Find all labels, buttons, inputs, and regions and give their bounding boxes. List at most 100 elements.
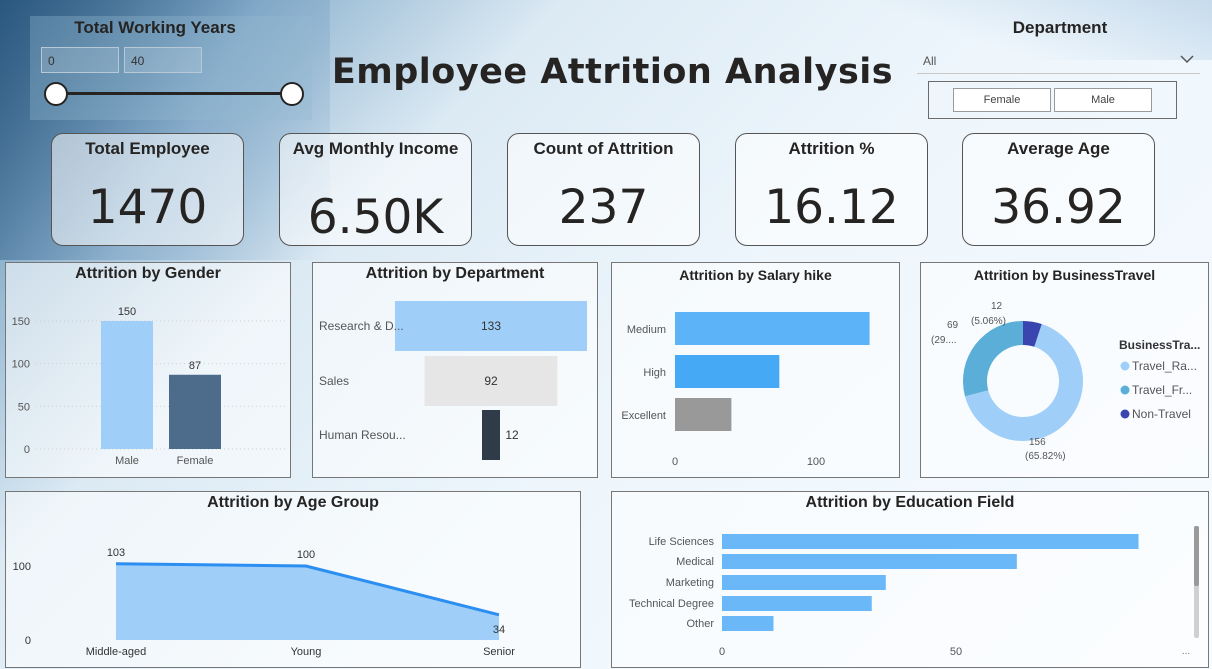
working-years-slicer[interactable]: Total Working Years 0 40	[30, 16, 312, 120]
chart-attrition-by-salary-hike[interactable]: Attrition by Salary hike Medium High Excel…	[611, 262, 900, 478]
bar	[101, 321, 153, 449]
kpi-card-average-age: Average Age 36.92	[962, 133, 1155, 246]
area-fill	[116, 563, 499, 640]
category-label: Technical Degree	[629, 598, 714, 610]
slider-max-handle[interactable]	[280, 82, 304, 106]
slicer-max-input[interactable]: 40	[124, 47, 202, 73]
x-tick-label: 50	[950, 646, 962, 658]
chart-title: Attrition by Education Field	[805, 494, 1015, 511]
x-tick-label: Male	[115, 455, 139, 467]
area-line	[115, 562, 500, 617]
bar	[722, 554, 1017, 569]
travel-chart-svg: 156 (65.82%) 69 (29.... 12 (5.06%) BusinessTra…	[931, 301, 1200, 462]
donut-slice	[964, 324, 1083, 441]
background-shape	[880, 0, 1212, 60]
data-label: 133	[481, 319, 501, 333]
chart-title: Attrition by Gender	[75, 265, 221, 282]
y-tick-label: 50	[18, 401, 30, 413]
category-label: Medium	[627, 324, 666, 336]
chart-title: Attrition by Department	[365, 265, 545, 282]
category-label: Life Sciences	[649, 536, 715, 548]
slider-track[interactable]	[56, 92, 292, 95]
kpi-label: Average Age	[1007, 139, 1110, 158]
kpi-label: Attrition %	[788, 139, 875, 158]
bar	[675, 312, 870, 345]
category-label: Marketing	[666, 577, 714, 589]
category-label: Other	[686, 618, 714, 630]
gender-button-female[interactable]: Female	[953, 88, 1051, 112]
kpi-label: Total Employee	[85, 139, 210, 158]
legend-title: BusinessTra...	[1119, 338, 1200, 352]
funnel-bar	[395, 301, 587, 351]
bar	[722, 596, 872, 611]
bar	[169, 374, 221, 449]
data-label: 34	[493, 624, 505, 636]
kpi-label: Count of Attrition	[533, 139, 674, 158]
chart-attrition-by-age-group[interactable]: Attrition by Age Group 0 100 103 Middle-age…	[5, 491, 581, 668]
legend-marker	[1120, 409, 1130, 419]
bar	[675, 355, 780, 388]
gender-chart-svg: 0 50 100 150 150 Male 87 Female	[12, 306, 286, 467]
kpi-label: Avg Monthly Income	[292, 139, 459, 158]
age-chart-svg: 0 100 103 Middle-aged 100 Young 34 Senior	[13, 547, 516, 658]
x-tick-label: 0	[719, 646, 725, 658]
slice-pct: (5.06%)	[971, 316, 1006, 327]
slice-pct: (29....	[931, 335, 957, 346]
kpi-card-count-of-attrition: Count of Attrition 237	[507, 133, 700, 246]
category-label: Excellent	[621, 410, 666, 422]
x-tick-label: Middle-aged	[86, 646, 147, 658]
gender-button-male[interactable]: Male	[1054, 88, 1152, 112]
category-label: Human Resou...	[319, 428, 406, 442]
data-label: 87	[189, 360, 201, 372]
data-label: 150	[118, 306, 136, 318]
slice-label: 12	[991, 301, 1003, 312]
chart-title: Attrition by Salary hike	[679, 267, 832, 283]
funnel-bar	[424, 356, 558, 406]
legend-label: Travel_Fr...	[1132, 383, 1192, 397]
x-tick-label: Senior	[483, 646, 515, 658]
scrollbar-thumb	[1194, 526, 1199, 586]
salary-chart-svg: Medium High Excellent 0 100	[621, 312, 870, 468]
y-tick-label: 100	[12, 359, 30, 371]
donut-slice	[963, 321, 1023, 397]
x-tick-label: Female	[177, 455, 214, 467]
y-tick-label: 0	[25, 635, 31, 647]
kpi-value: 1470	[87, 180, 208, 235]
bar	[675, 398, 732, 431]
kpi-value: 16.12	[764, 180, 899, 235]
chart-attrition-by-education-field[interactable]: Attrition by Education Field Life Scienc…	[611, 491, 1209, 668]
chart-attrition-by-business-travel[interactable]: Attrition by BusinessTravel 156 (65.82%) 6…	[920, 262, 1209, 478]
legend-marker	[1120, 361, 1130, 371]
legend-label: Non-Travel	[1132, 407, 1191, 421]
chart-attrition-by-gender[interactable]: Attrition by Gender 0 50 100 150 150 Male 87 Fe…	[5, 262, 291, 478]
bar	[722, 616, 774, 631]
slice-label: 156	[1029, 437, 1046, 448]
y-tick-label: 0	[24, 444, 30, 456]
kpi-card-attrition-percent: Attrition % 16.12	[735, 133, 928, 246]
kpi-value: 6.50K	[307, 190, 444, 245]
data-label: 103	[107, 547, 125, 559]
legend-marker	[1120, 385, 1130, 395]
chart-title: Attrition by Age Group	[207, 494, 379, 511]
y-tick-label: 150	[12, 316, 30, 328]
kpi-value: 237	[558, 180, 649, 235]
chart-attrition-by-department[interactable]: Attrition by Department Research & D... 1…	[312, 262, 598, 478]
department-dropdown[interactable]: All	[917, 46, 1200, 74]
slice-pct: (65.82%)	[1025, 451, 1066, 462]
data-label: 100	[297, 549, 315, 561]
bar	[722, 575, 886, 590]
x-tick-label: Young	[291, 646, 322, 658]
funnel-bar	[482, 410, 500, 460]
department-title: Department	[1012, 18, 1108, 37]
category-label: High	[643, 367, 666, 379]
data-label: 12	[505, 428, 519, 442]
slice-label: 69	[947, 320, 959, 331]
donut-slice	[1023, 321, 1042, 347]
data-label: 92	[484, 374, 498, 388]
legend-label: Travel_Ra...	[1132, 359, 1197, 373]
kpi-card-avg-monthly-income: Avg Monthly Income 6.50K	[279, 133, 472, 246]
chevron-down-icon[interactable]	[1180, 52, 1194, 66]
slicer-min-input[interactable]: 0	[41, 47, 119, 73]
slider-min-handle[interactable]	[44, 82, 68, 106]
category-label: Research & D...	[319, 319, 404, 333]
